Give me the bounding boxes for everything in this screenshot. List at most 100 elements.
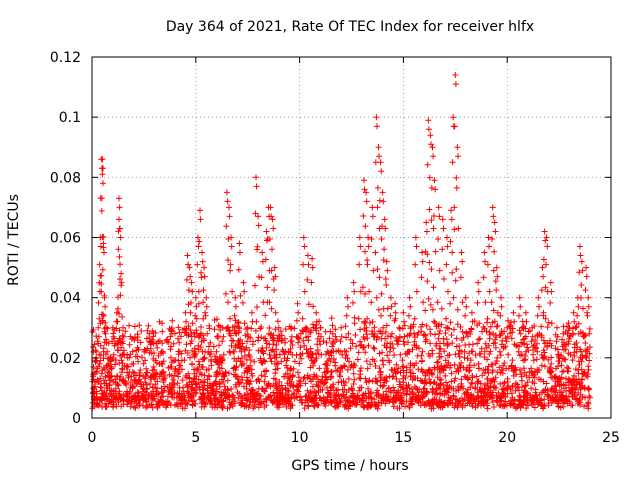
data-point (135, 390, 142, 397)
data-point (214, 388, 220, 395)
data-point (267, 204, 274, 211)
data-point (421, 331, 428, 338)
data-point (96, 360, 103, 367)
data-point (371, 345, 378, 352)
data-point (459, 258, 466, 265)
data-point (376, 274, 383, 281)
data-point (452, 277, 459, 284)
data-point (94, 365, 101, 372)
data-point (566, 393, 572, 400)
data-point (452, 375, 459, 382)
data-point (143, 398, 150, 405)
data-point (228, 234, 235, 241)
data-point (186, 264, 193, 271)
data-point (382, 225, 389, 232)
data-point (359, 394, 366, 401)
data-point (222, 290, 229, 297)
data-point (586, 357, 593, 364)
data-point (450, 385, 457, 392)
data-point (116, 327, 123, 334)
data-point (507, 402, 514, 409)
data-point (305, 402, 312, 409)
data-point (565, 320, 572, 327)
data-point (425, 117, 432, 124)
data-point (134, 389, 141, 396)
data-point (243, 385, 250, 392)
data-point (241, 288, 248, 295)
data-point (439, 403, 446, 410)
data-point (444, 234, 450, 241)
data-point (396, 378, 403, 385)
data-point (225, 299, 231, 306)
data-point (369, 204, 376, 211)
data-point (571, 341, 578, 348)
data-point (521, 357, 528, 364)
data-point (235, 319, 242, 325)
data-point (105, 369, 111, 375)
data-point (192, 389, 199, 396)
data-point (123, 363, 130, 370)
data-point (361, 319, 368, 326)
data-point (214, 368, 221, 375)
data-point (444, 342, 451, 349)
data-point (582, 340, 589, 346)
data-point (193, 315, 200, 322)
data-point (555, 400, 562, 407)
data-point (453, 343, 460, 350)
data-point (491, 318, 498, 325)
data-point (188, 299, 194, 306)
data-point (187, 309, 194, 316)
data-point (419, 393, 426, 400)
data-point (553, 338, 560, 345)
data-point (541, 355, 547, 362)
data-point (582, 347, 589, 354)
data-point (218, 389, 225, 396)
data-point (586, 325, 593, 332)
data-point (395, 338, 402, 345)
data-point (211, 317, 218, 323)
data-point (478, 402, 484, 409)
x-tick-labels: 0 5 10 15 20 25 (88, 430, 620, 446)
data-point (108, 390, 115, 397)
data-point (453, 174, 460, 181)
data-point (510, 309, 517, 316)
data-point (446, 397, 453, 404)
data-point (236, 327, 242, 334)
data-point (208, 397, 215, 404)
data-point (511, 367, 518, 374)
data-point (266, 236, 273, 242)
data-point (498, 303, 505, 310)
data-point (402, 385, 409, 392)
data-point (287, 338, 294, 345)
data-point (103, 339, 110, 346)
data-point (107, 354, 114, 361)
data-point (376, 365, 383, 372)
data-point (175, 335, 181, 342)
data-point (285, 388, 292, 395)
data-point (263, 396, 270, 403)
data-point (523, 372, 530, 379)
data-point (365, 342, 372, 349)
data-point (403, 364, 410, 371)
data-point (504, 324, 511, 331)
data-point (444, 243, 451, 250)
data-point (355, 349, 362, 356)
data-point (529, 324, 536, 331)
data-point (165, 339, 172, 346)
data-point (566, 324, 573, 331)
data-point (287, 374, 294, 381)
data-point (460, 385, 467, 392)
data-point (380, 324, 387, 331)
data-point (120, 378, 127, 385)
data-point (511, 396, 518, 403)
data-point (434, 374, 441, 381)
data-point (360, 391, 367, 398)
data-point (433, 386, 440, 392)
data-point (369, 378, 376, 385)
data-point (533, 356, 540, 363)
data-point (351, 401, 358, 408)
data-point (269, 398, 276, 405)
data-point (233, 330, 240, 337)
data-point (468, 309, 475, 316)
data-point (220, 333, 227, 340)
